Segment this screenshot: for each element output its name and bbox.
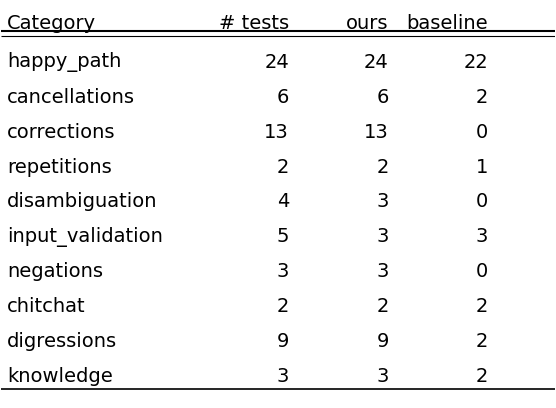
Text: happy_path: happy_path — [7, 52, 121, 72]
Text: 3: 3 — [376, 262, 389, 281]
Text: 2: 2 — [476, 332, 488, 351]
Text: input_validation: input_validation — [7, 227, 163, 247]
Text: 3: 3 — [277, 262, 289, 281]
Text: chitchat: chitchat — [7, 297, 86, 316]
Text: baseline: baseline — [406, 13, 488, 33]
Text: knowledge: knowledge — [7, 367, 113, 386]
Text: 13: 13 — [264, 123, 289, 142]
Text: 3: 3 — [376, 193, 389, 211]
Text: 3: 3 — [376, 367, 389, 386]
Text: 24: 24 — [364, 53, 389, 72]
Text: disambiguation: disambiguation — [7, 193, 157, 211]
Text: 6: 6 — [277, 88, 289, 107]
Text: negations: negations — [7, 262, 103, 281]
Text: 0: 0 — [476, 262, 488, 281]
Text: 9: 9 — [376, 332, 389, 351]
Text: 2: 2 — [476, 88, 488, 107]
Text: 22: 22 — [464, 53, 488, 72]
Text: 3: 3 — [277, 367, 289, 386]
Text: 2: 2 — [376, 157, 389, 177]
Text: 3: 3 — [476, 227, 488, 246]
Text: 0: 0 — [476, 123, 488, 142]
Text: ours: ours — [346, 13, 389, 33]
Text: 1: 1 — [476, 157, 488, 177]
Text: 9: 9 — [277, 332, 289, 351]
Text: 2: 2 — [476, 367, 488, 386]
Text: 4: 4 — [277, 193, 289, 211]
Text: repetitions: repetitions — [7, 157, 112, 177]
Text: 2: 2 — [277, 297, 289, 316]
Text: 2: 2 — [476, 297, 488, 316]
Text: 2: 2 — [376, 297, 389, 316]
Text: 3: 3 — [376, 227, 389, 246]
Text: Category: Category — [7, 13, 96, 33]
Text: 13: 13 — [364, 123, 389, 142]
Text: cancellations: cancellations — [7, 88, 135, 107]
Text: 6: 6 — [376, 88, 389, 107]
Text: corrections: corrections — [7, 123, 116, 142]
Text: 2: 2 — [277, 157, 289, 177]
Text: 5: 5 — [276, 227, 289, 246]
Text: digressions: digressions — [7, 332, 117, 351]
Text: # tests: # tests — [219, 13, 289, 33]
Text: 24: 24 — [264, 53, 289, 72]
Text: 0: 0 — [476, 193, 488, 211]
